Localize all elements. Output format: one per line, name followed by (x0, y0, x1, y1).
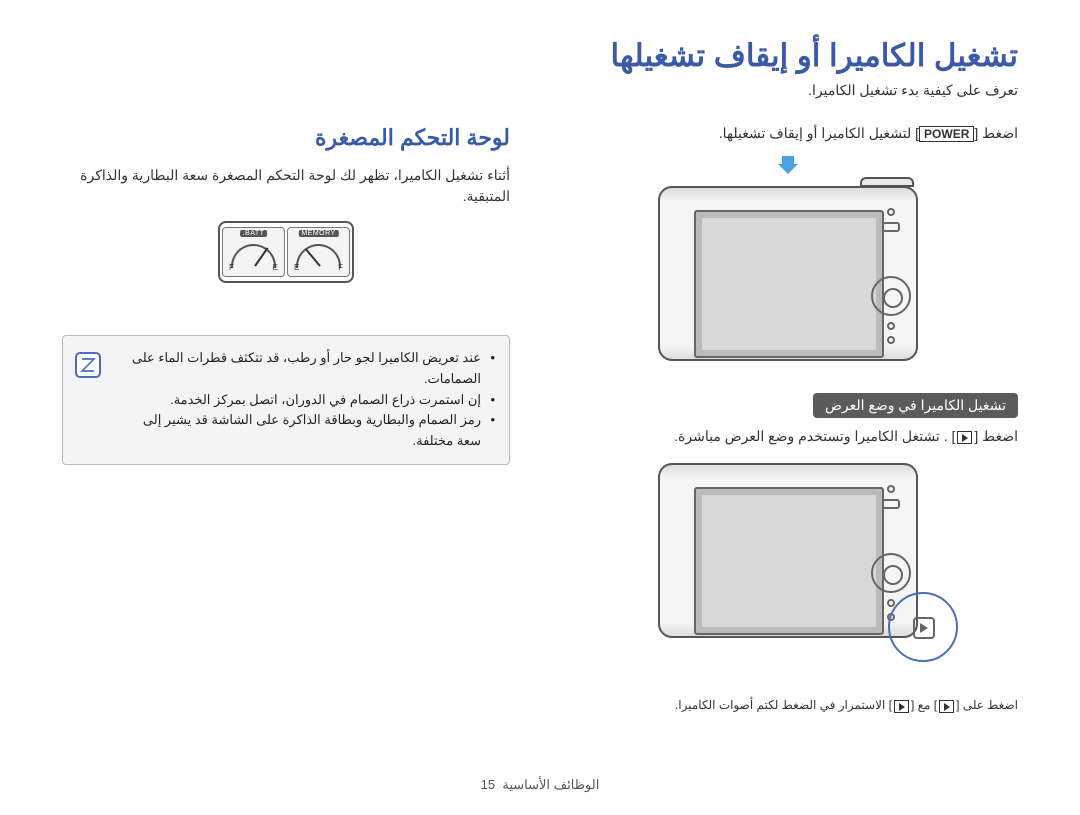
note-list: عند تعريض الكاميرا لجو حار أو رطب، قد تت… (117, 348, 495, 452)
play-icon-small-2 (894, 700, 909, 713)
power-prefix: اضغط (978, 125, 1018, 141)
playback-instruction: اضغط [] . تشتغل الكاميرا وتستخدم وضع الع… (558, 428, 1018, 445)
note-item: عند تعريض الكاميرا لجو حار أو رطب، قد تت… (117, 348, 495, 390)
panel-section-title: لوحة التحكم المصغرة (62, 125, 510, 151)
left-column: لوحة التحكم المصغرة أثناء تشغيل الكاميرا… (62, 125, 510, 713)
footer-label: الوظائف الأساسية (502, 777, 599, 792)
right-column: اضغط [POWER] لتشغيل الكاميرا أو إيقاف تش… (558, 125, 1018, 713)
page-title: تشغيل الكاميرا أو إيقاف تشغيلها (62, 38, 1018, 74)
note-item: رمز الصمام والبطارية وبطاقة الذاكرة على … (117, 410, 495, 452)
panel-body-text: أثناء تشغيل الكاميرا، تظهر لك لوحة التحك… (62, 165, 510, 207)
power-button-label: POWER (919, 126, 974, 142)
note-icon (75, 352, 101, 378)
arrow-down-icon (776, 152, 800, 176)
gauge-battery-label: BATT. (240, 230, 268, 237)
playback-prefix: اضغط (978, 428, 1018, 444)
camera-illustration-top (638, 178, 938, 363)
gauge-memory-label: MEMORY (298, 230, 338, 237)
subtitle: تعرف على كيفية بدء تشغيل الكاميرا. (62, 82, 1018, 99)
camera-illustration-bottom (638, 455, 938, 640)
foot-note: اضغط على [] مع [] الاستمرار في الضغط لكت… (558, 698, 1018, 712)
note-item: إن استمرت ذراع الصمام في الدوران، اتصل ب… (117, 390, 495, 411)
gauge-panel: MEMORY F E BATT. E F (218, 221, 354, 283)
play-icon-small-1 (939, 700, 954, 713)
footer-page: 15 (481, 777, 495, 792)
callout-play-icon (913, 617, 935, 639)
playback-heading: تشغيل الكاميرا في وضع العرض (813, 393, 1018, 418)
page-footer: الوظائف الأساسية 15 (0, 777, 1080, 793)
note-box: عند تعريض الكاميرا لجو حار أو رطب، قد تت… (62, 335, 510, 465)
playback-suffix: . تشتغل الكاميرا وتستخدم وضع العرض مباشر… (674, 428, 947, 444)
play-icon (957, 431, 972, 444)
gauge-battery: BATT. E F (222, 227, 285, 277)
power-instruction: اضغط [POWER] لتشغيل الكاميرا أو إيقاف تش… (558, 125, 1018, 142)
power-suffix: لتشغيل الكاميرا أو إيقاف تشغيلها. (719, 125, 912, 141)
callout-circle (888, 592, 958, 662)
gauge-memory: MEMORY F E (287, 227, 350, 277)
